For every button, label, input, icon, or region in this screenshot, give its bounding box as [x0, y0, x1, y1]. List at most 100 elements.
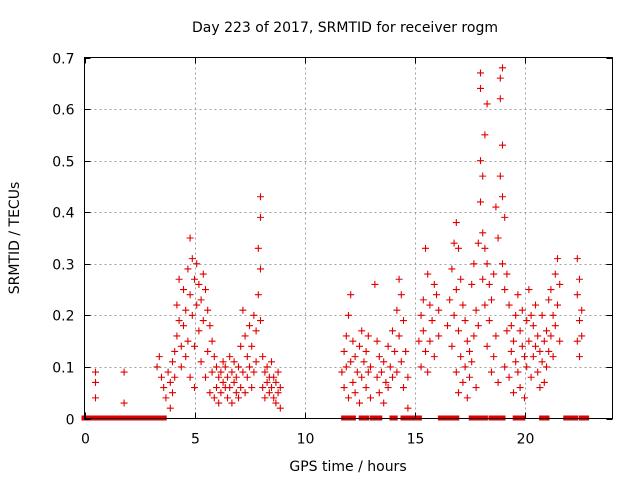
data-point: [268, 358, 275, 366]
data-point: [514, 291, 522, 299]
data-point: [175, 317, 183, 325]
data-point: [221, 363, 229, 371]
data-point: [166, 378, 174, 386]
data-point: [452, 368, 460, 376]
y-tick-label: 0.5: [52, 155, 74, 171]
data-point: [362, 347, 370, 355]
data-point: [380, 399, 388, 407]
data-point: [215, 399, 223, 407]
data-point: [235, 363, 242, 371]
data-point: [92, 368, 99, 376]
data-point: [169, 389, 176, 397]
data-point: [340, 347, 348, 355]
data-point: [353, 368, 361, 376]
data-point: [358, 327, 366, 335]
data-point: [226, 384, 234, 392]
data-point: [171, 373, 179, 381]
data-point: [534, 368, 542, 376]
data-point: [202, 373, 209, 381]
data-point: [177, 342, 185, 350]
data-point: [419, 296, 427, 304]
data-point: [444, 322, 451, 330]
data-point: [505, 373, 513, 381]
x-tick-label: 20: [517, 432, 535, 448]
data-point: [169, 358, 176, 366]
data-point: [452, 286, 460, 294]
chart-title: Day 223 of 2017, SRMTID for receiver rog…: [192, 20, 498, 36]
data-point: [270, 373, 278, 381]
data-point: [197, 358, 205, 366]
data-point: [529, 353, 537, 361]
data-point: [375, 389, 383, 397]
data-point: [250, 311, 258, 319]
data-point: [356, 342, 363, 350]
data-point: [492, 332, 500, 340]
data-point: [248, 384, 256, 392]
data-point: [215, 373, 223, 381]
data-point: [347, 358, 355, 366]
data-point: [393, 306, 401, 314]
data-point: [505, 301, 513, 309]
data-point: [184, 265, 192, 273]
data-point: [461, 363, 469, 371]
data-point: [455, 327, 462, 335]
data-point: [120, 399, 128, 407]
data-point: [276, 384, 284, 392]
data-point: [483, 342, 491, 350]
data-point: [573, 337, 581, 345]
data-point: [274, 389, 282, 397]
data-point: [499, 193, 506, 201]
data-point: [199, 317, 207, 325]
data-point: [217, 368, 225, 376]
data-point: [199, 270, 207, 278]
data-point: [389, 327, 396, 335]
axis-ticks: 0 0.1 0.2 0.3 0.4 0.5 0.6 0.7 0 5 10 15 20: [52, 52, 613, 448]
plot-frame: [84, 57, 613, 419]
data-point: [545, 296, 553, 304]
data-point: [246, 322, 253, 330]
data-point: [521, 353, 528, 361]
data-point: [252, 358, 260, 366]
data-point: [160, 384, 168, 392]
data-point: [472, 306, 480, 314]
data-point: [232, 373, 240, 381]
data-point: [523, 363, 531, 371]
data-point: [340, 384, 348, 392]
data-point: [224, 394, 231, 402]
data-point: [261, 394, 269, 402]
data-point: [204, 306, 212, 314]
data-point: [422, 347, 429, 355]
data-point: [402, 347, 410, 355]
data-point: [180, 322, 187, 330]
data-point: [483, 100, 491, 108]
data-point: [435, 332, 443, 340]
data-point: [171, 347, 179, 355]
data-point: [527, 373, 535, 381]
data-point: [435, 306, 443, 314]
data-point: [525, 286, 533, 294]
data-point: [380, 358, 388, 366]
data-point: [155, 353, 163, 361]
data-point: [503, 270, 511, 278]
data-point: [175, 275, 183, 283]
data-point: [428, 317, 436, 325]
data-point: [545, 347, 553, 355]
data-point: [499, 141, 506, 149]
data-point: [463, 394, 471, 402]
data-point: [257, 213, 264, 221]
data-point: [186, 373, 194, 381]
data-point: [173, 301, 181, 309]
data-point: [195, 280, 203, 288]
y-axis-title: SRMTID / TECUs: [7, 182, 23, 295]
data-point: [272, 378, 280, 386]
data-point: [265, 389, 273, 397]
data-point: [371, 280, 379, 288]
y-tick-label: 0.6: [52, 103, 74, 119]
x-tick-label: 10: [297, 432, 315, 448]
data-point: [496, 172, 504, 180]
data-point: [578, 306, 586, 314]
data-point: [232, 389, 240, 397]
data-point: [351, 389, 359, 397]
data-point: [342, 332, 350, 340]
x-axis-title: GPS time / hours: [289, 459, 406, 475]
